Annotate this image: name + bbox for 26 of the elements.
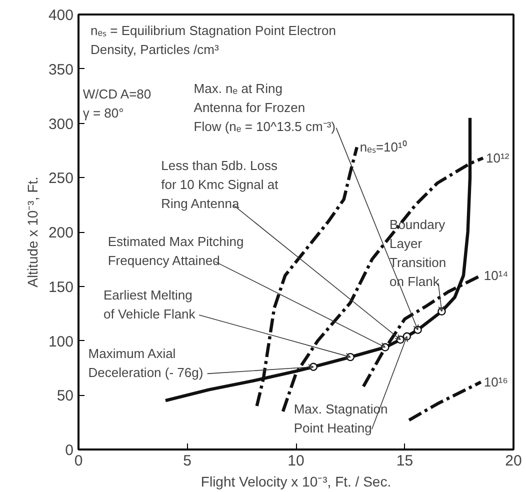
- x-tick-label: 15: [396, 452, 414, 470]
- series-label: 10¹⁶: [484, 374, 508, 390]
- y-axis-title: Altitude x 10⁻³, Ft.: [24, 176, 40, 288]
- y-tick-label: 250: [48, 170, 74, 188]
- annotation: Less than 5db. Loss for 10 Kmc Signal at Ring Antenna: [161, 158, 279, 212]
- x-axis-title: Flight Velocity x 10⁻³, Ft. / Sec.: [200, 474, 392, 490]
- y-tick-label: 300: [48, 116, 74, 133]
- y-tick-label: 0: [65, 442, 74, 459]
- y-tick-label: 150: [48, 278, 74, 296]
- x-tick-label: 5: [183, 452, 192, 470]
- series-label: 10¹⁴: [484, 268, 508, 283]
- y-tick-label: 50: [56, 388, 74, 405]
- annotation: Maximum Axial Deceleration (- 76g): [88, 346, 204, 380]
- series-label: nₑₛ=10¹⁰: [360, 140, 408, 155]
- annotation: Max. nₑ at Ring Antenna for Frozen Flow (nₑ = 10^13.5 cm⁻³): [194, 80, 336, 134]
- y-tick-label: 350: [48, 61, 74, 78]
- annotation: Estimated Max Pitching Frequency Attained: [108, 234, 244, 268]
- y-tick-label: 200: [48, 224, 74, 242]
- y-tick-label: 100: [48, 333, 74, 350]
- x-tick-label: 10: [288, 452, 304, 470]
- annotation: nₑₛ = Equilibrium Stagnation Point Electron Density, Particles /cm³: [90, 23, 336, 58]
- series-label: 10¹²: [486, 150, 510, 166]
- annotation: W/CD A=80 γ = 80°: [82, 86, 152, 120]
- x-tick-label: 20: [505, 452, 522, 470]
- y-tick-label: 400: [48, 7, 74, 24]
- annotation: Earliest Melting of Vehicle Flank: [104, 287, 196, 322]
